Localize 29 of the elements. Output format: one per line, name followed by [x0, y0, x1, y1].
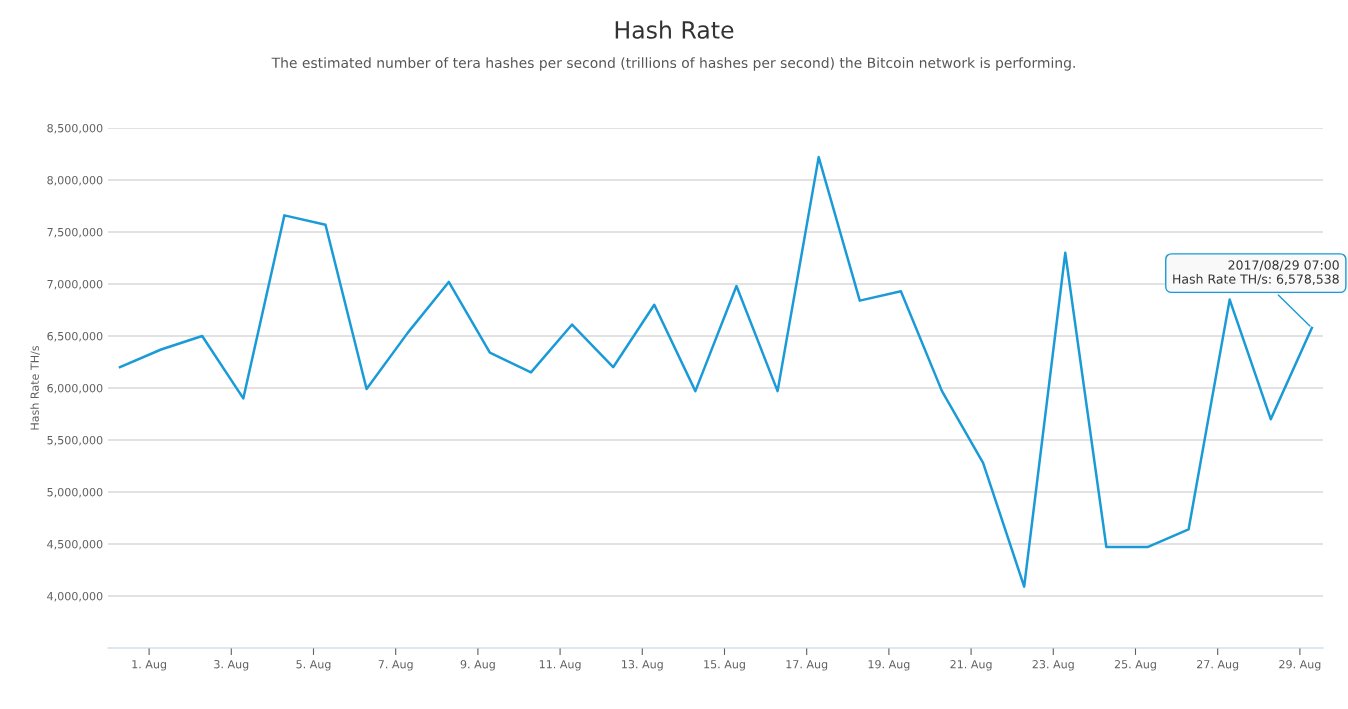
x-tick-label: 25. Aug [1114, 660, 1156, 671]
x-tick-label: 19. Aug [868, 660, 910, 671]
x-tick-label: 21. Aug [950, 660, 992, 671]
y-tick-label: 8,000,000 [47, 175, 103, 186]
x-tick-label: 15. Aug [704, 660, 745, 671]
y-tick-label: 7,500,000 [47, 227, 103, 238]
x-tick-label: 17. Aug [786, 660, 828, 671]
x-tick-label: 5. Aug [296, 660, 331, 671]
y-tick-label: 6,500,000 [47, 331, 103, 342]
chart-title: Hash Rate [615, 20, 734, 39]
x-tick-label: 29. Aug [1279, 660, 1321, 671]
x-tick-label: 11. Aug [539, 660, 581, 671]
annotation: 2017/08/29 07:00 Hash Rate TH/s: 6,578,538 [1173, 260, 1339, 286]
x-tick-label: 1. Aug [132, 660, 166, 671]
y-tick-label: 7,000,000 [47, 279, 103, 290]
x-tick-label: 3. Aug [214, 660, 249, 671]
x-tick-label: 27. Aug [1197, 660, 1239, 671]
y-tick-label: 5,000,000 [47, 487, 103, 498]
y-tick-label: 4,000,000 [47, 591, 103, 602]
x-tick-label: 7. Aug [378, 660, 413, 671]
x-tick-label: 13. Aug [622, 660, 663, 671]
y-tick-label: 5,500,000 [47, 435, 103, 446]
y-tick-label: 6,000,000 [47, 383, 103, 394]
y-tick-label: 8,500,000 [47, 123, 103, 134]
y-axis-title: Hash Rate TH/s [30, 345, 40, 430]
y-tick-label: 4,500,000 [47, 539, 103, 550]
chart-subtitle: The estimated number of tera hashes per second (trillions of hashes per second) the Bitcoin network is performing. [271, 57, 1075, 71]
x-tick-label: 23. Aug [1032, 660, 1074, 671]
x-tick-label: 9. Aug [460, 660, 495, 671]
